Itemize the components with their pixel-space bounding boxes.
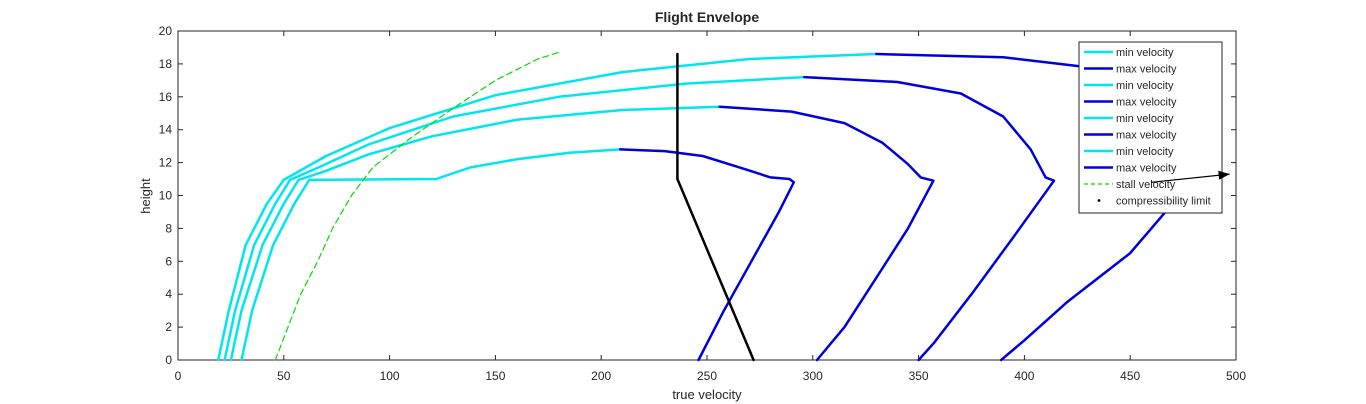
y-tick-label: 0 bbox=[165, 353, 172, 367]
axis-ticks: 0 50 100 150 200 250 300 350 400 450 500 0 2 4 6 8 10 12 1… bbox=[159, 24, 1247, 383]
legend-label: min velocity bbox=[1116, 80, 1174, 92]
legend-label: compressibility limit bbox=[1116, 196, 1211, 208]
y-axis-label: height bbox=[138, 178, 153, 214]
series-line-min-4 bbox=[223, 75, 806, 362]
series-line-max-1 bbox=[618, 148, 796, 362]
y-tick-label: 4 bbox=[165, 287, 172, 301]
y-tick-label: 10 bbox=[159, 189, 173, 203]
y-tick-label: 16 bbox=[159, 90, 173, 104]
legend-label: max velocity bbox=[1116, 64, 1177, 76]
legend-label: stall velocity bbox=[1116, 179, 1176, 191]
x-tick-label: 100 bbox=[380, 369, 400, 383]
legend: min velocity max velocity min velocity max … bbox=[1078, 41, 1223, 214]
legend-label: max velocity bbox=[1116, 97, 1177, 109]
series-line-compress-9 bbox=[676, 52, 755, 362]
annotation-arrow bbox=[1151, 170, 1230, 183]
y-tick-label: 8 bbox=[165, 221, 172, 235]
series-line-max-3 bbox=[718, 105, 935, 362]
chart-title: Flight Envelope bbox=[655, 9, 759, 25]
legend-label: max velocity bbox=[1116, 130, 1177, 142]
arrow-head bbox=[1218, 170, 1230, 180]
x-tick-label: 450 bbox=[1120, 369, 1140, 383]
x-tick-label: 50 bbox=[277, 369, 291, 383]
legend-label: min velocity bbox=[1116, 113, 1174, 125]
x-tick-label: 400 bbox=[1014, 369, 1034, 383]
y-tick-label: 20 bbox=[159, 24, 173, 38]
legend-label: min velocity bbox=[1116, 146, 1174, 158]
y-tick-label: 2 bbox=[165, 320, 172, 334]
y-tick-label: 6 bbox=[165, 254, 172, 268]
legend-swatch bbox=[1097, 199, 1101, 202]
series-line-max-5 bbox=[803, 75, 1056, 362]
x-tick-label: 200 bbox=[591, 369, 611, 383]
x-tick-label: 350 bbox=[909, 369, 929, 383]
x-axis-label: true velocity bbox=[672, 387, 742, 402]
y-tick-label: 12 bbox=[159, 156, 173, 170]
x-tick-label: 0 bbox=[175, 369, 182, 383]
series-line-stall-8 bbox=[274, 51, 560, 361]
legend-label: min velocity bbox=[1116, 47, 1174, 59]
series-line-min-6 bbox=[216, 52, 878, 362]
x-tick-label: 150 bbox=[485, 369, 505, 383]
y-tick-label: 18 bbox=[159, 57, 173, 71]
x-tick-label: 500 bbox=[1226, 369, 1246, 383]
x-tick-label: 250 bbox=[697, 369, 717, 383]
series-line-min-0 bbox=[240, 148, 622, 362]
legend-label: max velocity bbox=[1116, 163, 1177, 175]
plot-area bbox=[177, 30, 1237, 361]
series-line-min-2 bbox=[229, 105, 721, 362]
x-tick-label: 300 bbox=[803, 369, 823, 383]
legend-box bbox=[1078, 41, 1223, 214]
y-tick-label: 14 bbox=[159, 123, 173, 137]
arrow-shaft bbox=[1151, 173, 1230, 183]
